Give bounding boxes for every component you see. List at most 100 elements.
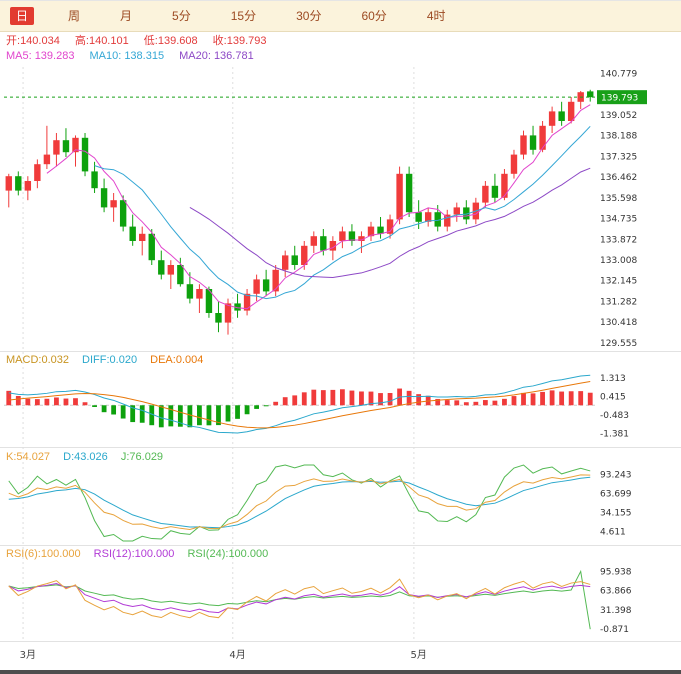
y-axis-tick: 139.052 <box>600 111 637 121</box>
candle-body <box>348 231 356 241</box>
candle-body <box>110 200 117 208</box>
candle-body <box>243 293 251 311</box>
macd-histogram-bar <box>263 405 269 407</box>
candle-body <box>320 236 327 251</box>
candle-body <box>567 101 575 121</box>
ma-line-20 <box>189 167 591 278</box>
candle-body <box>463 207 470 220</box>
candle-body <box>15 176 22 191</box>
y-axis-tick: 129.555 <box>600 339 637 349</box>
macd-histogram-bar <box>34 399 40 406</box>
kdj-readout: K:54.027 D:43.026 J:76.029 <box>6 450 173 464</box>
tab-daily[interactable]: 日 <box>10 7 35 25</box>
tab-60min[interactable]: 60分 <box>361 9 387 23</box>
y-axis-tick: 133.872 <box>600 235 637 245</box>
ma-line-5 <box>46 104 591 310</box>
candle-body <box>501 173 508 198</box>
y-axis-tick: 63.866 <box>600 587 632 597</box>
candle-body <box>91 171 98 189</box>
macd-histogram-bar <box>473 401 479 406</box>
y-axis-tick: 1.313 <box>600 374 626 384</box>
kdj-k-line <box>8 474 591 530</box>
macd-histogram-bar <box>406 390 412 406</box>
macd-histogram-bar <box>101 405 107 413</box>
candle-body <box>558 111 565 121</box>
y-axis-tick: 131.282 <box>600 297 637 307</box>
candle-body <box>272 269 279 292</box>
y-axis-tick: -1.381 <box>600 430 629 440</box>
macd-histogram-bar <box>273 401 279 406</box>
candle-body <box>53 140 60 155</box>
macd-histogram-bar <box>463 402 469 406</box>
y-axis-tick: 138.188 <box>600 132 637 142</box>
candle-body <box>24 181 32 191</box>
candle-body <box>548 111 556 126</box>
ma10-value: MA10: 138.315 <box>89 50 165 62</box>
candle-body <box>177 265 184 285</box>
macd-dea-line <box>8 381 591 429</box>
macd-histogram-bar <box>521 392 526 406</box>
macd-histogram-bar <box>187 405 193 428</box>
macd-histogram-bar <box>130 405 136 423</box>
macd-histogram-bar <box>158 405 164 428</box>
macd-histogram-bar <box>282 397 288 406</box>
macd-histogram-bar <box>225 405 231 422</box>
x-axis-label: 5月 <box>410 649 426 661</box>
macd-histogram-bar <box>530 393 536 406</box>
tab-monthly[interactable]: 月 <box>120 9 133 23</box>
candle-body <box>539 125 546 150</box>
rsi12-line <box>8 583 591 614</box>
y-axis-tick: -0.483 <box>600 411 629 421</box>
tab-30min[interactable]: 30分 <box>296 9 322 23</box>
tab-4hour[interactable]: 4时 <box>426 9 446 23</box>
macd-histogram-bar <box>540 391 545 406</box>
candle-body <box>386 219 394 234</box>
candle-body <box>148 233 155 261</box>
macd-histogram-bar <box>339 389 345 406</box>
macd-histogram-bar <box>25 398 31 406</box>
candle-body <box>424 212 432 222</box>
kdj-d-line <box>8 476 591 529</box>
rsi6-line <box>8 578 591 619</box>
y-axis-tick: 130.418 <box>600 318 637 328</box>
candle-body <box>358 236 365 241</box>
macd-histogram-bar <box>454 400 460 406</box>
macd-histogram-bar <box>359 391 364 406</box>
timeframe-toolbar: 日 周 月 5分 15分 30分 60分 4时 <box>0 1 681 32</box>
macd-histogram-bar <box>559 391 565 406</box>
candle-body <box>224 303 232 323</box>
candle-body <box>119 200 127 227</box>
y-axis-tick: 135.598 <box>600 194 637 204</box>
macd-diff-line <box>8 374 591 434</box>
macd-histogram-bar <box>320 390 326 406</box>
candle-body <box>529 135 537 150</box>
candle-body <box>301 245 308 265</box>
tab-weekly[interactable]: 周 <box>68 9 81 23</box>
macd-histogram-bar <box>482 400 488 406</box>
candle-body <box>453 207 460 215</box>
rsi24-line <box>8 569 591 630</box>
macd-histogram-bar <box>568 391 574 406</box>
macd-histogram-bar <box>111 405 117 415</box>
open-value: 开:140.034 <box>6 35 60 47</box>
y-axis-tick: 132.145 <box>600 277 637 287</box>
y-axis-tick: 95.938 <box>600 567 632 577</box>
tab-5min[interactable]: 5分 <box>172 9 191 23</box>
tab-15min[interactable]: 15分 <box>230 9 257 23</box>
candle-body <box>129 226 136 241</box>
macd-histogram-bar <box>206 405 212 426</box>
x-axis-label: 4月 <box>229 649 245 661</box>
macd-histogram-bar <box>73 398 78 406</box>
y-axis-tick: 134.735 <box>600 215 637 225</box>
macd-histogram-bar <box>6 390 12 406</box>
candle-body <box>291 255 298 265</box>
k-value: K:54.027 <box>6 451 51 463</box>
candle-body <box>43 154 51 165</box>
macd-histogram-bar <box>92 405 97 407</box>
candle-body <box>62 140 70 153</box>
d-value: D:43.026 <box>63 451 108 463</box>
macd-histogram-bar <box>549 390 555 406</box>
macd-histogram-bar <box>63 398 69 406</box>
candle-body <box>396 173 403 220</box>
